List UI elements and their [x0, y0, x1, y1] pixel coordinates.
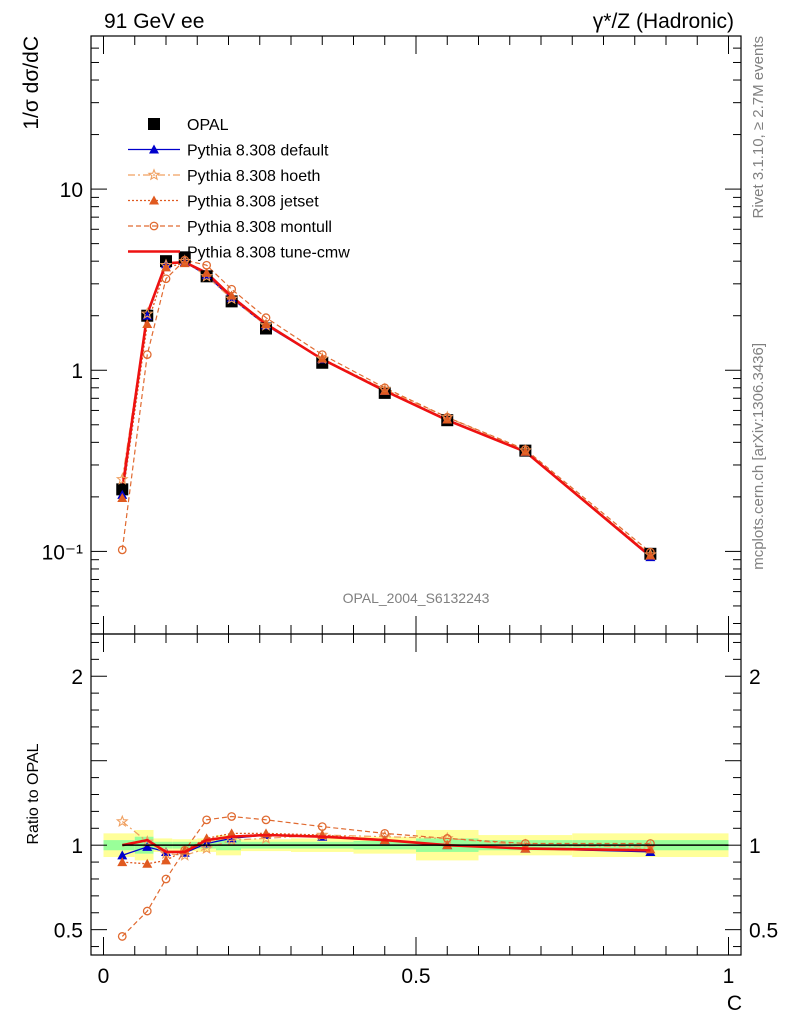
- legend-label-default: Pythia 8.308 default: [187, 143, 329, 160]
- ratio-band-stat: [103, 840, 135, 851]
- x-tick-label: 0: [98, 965, 110, 988]
- ratio-point-default: [117, 850, 128, 860]
- ratio-point-jetset: [142, 858, 153, 868]
- main-y-tick-label: 10⁻¹: [42, 541, 83, 564]
- legend-entry-default: Pythia 8.308 default: [128, 143, 329, 160]
- legend-marker-jetset: [149, 195, 159, 205]
- ratio-y-tick-label-left: 0.5: [54, 920, 83, 943]
- ratio-y-tick-label-left: 1: [71, 835, 83, 858]
- ratio-point-montull: [442, 834, 452, 843]
- main-point-jetset: [161, 262, 171, 272]
- main-point-montull: [380, 383, 390, 393]
- legend: OPAL Pythia 8.308 default Pythia 8.308 hoe…: [128, 117, 350, 262]
- main-point-jetset: [520, 446, 531, 456]
- ratio-series-line-montull: [121, 815, 651, 937]
- ratio-panel-content: [115, 812, 729, 941]
- legend-entry-data: OPAL: [148, 117, 229, 134]
- legend-entry-montull: Pythia 8.308 montull: [128, 219, 332, 236]
- ratio-point-montull: [520, 839, 530, 848]
- legend-entry-tune_cmw: Pythia 8.308 tune-cmw: [128, 245, 350, 262]
- main-series-line-jetset: [121, 262, 651, 556]
- ratio-point-montull: [142, 906, 152, 916]
- main-panel-content: [115, 251, 657, 562]
- legend-entry-jetset: Pythia 8.308 jetset: [128, 194, 319, 211]
- ratio-point-montull: [317, 822, 327, 831]
- main-point-montull: [227, 284, 237, 294]
- main-point-jetset: [442, 414, 453, 424]
- ratio-point-montull: [380, 828, 390, 838]
- main-point-montull: [161, 274, 171, 284]
- main-series-line-tune_cmw: [121, 260, 652, 558]
- main-point-jetset: [117, 493, 128, 503]
- ratio-point-jetset: [226, 828, 237, 838]
- main-series-line-hoeth: [121, 260, 651, 556]
- main-point-jetset: [201, 267, 212, 277]
- header-right: γ*/Z (Hadronic): [593, 10, 734, 33]
- ratio-point-hoeth: [200, 841, 213, 855]
- main-point-jetset: [261, 319, 271, 329]
- main-y-tick-label: 10: [60, 179, 83, 202]
- main-point-hoeth: [115, 472, 129, 485]
- main-point-montull: [261, 313, 271, 323]
- legend-marker-default: [149, 144, 159, 154]
- main-point-montull: [520, 445, 530, 454]
- ratio-point-montull: [117, 932, 127, 941]
- main-point-montull: [202, 260, 212, 270]
- main-point-data: [116, 483, 129, 496]
- ratio-panel-frame: [90, 633, 742, 956]
- ratio-point-jetset: [161, 855, 171, 865]
- main-point-montull: [117, 545, 127, 555]
- legend-label-jetset: Pythia 8.308 jetset: [187, 194, 319, 211]
- main-series-line-montull: [121, 259, 651, 553]
- ratio-point-montull: [645, 839, 655, 848]
- header-left: 91 GeV ee: [104, 10, 204, 33]
- main-point-jetset: [226, 290, 237, 300]
- main-point-montull: [180, 255, 190, 265]
- legend-marker-data: [148, 118, 160, 130]
- rivet-version-label: Rivet 3.1.10, ≥ 2.7M events: [750, 36, 767, 219]
- main-y-axis-label: 1/σ dσ/dC: [20, 36, 43, 130]
- main-point-montull: [142, 350, 152, 360]
- ratio-point-montull: [227, 812, 237, 821]
- main-point-montull: [645, 547, 655, 557]
- main-point-jetset: [142, 319, 153, 329]
- analysis-id-label: OPAL_2004_S6132243: [343, 590, 490, 606]
- x-tick-label: 0.5: [401, 965, 430, 988]
- axes: 10 1 10⁻¹ 2 2 1 1 0.5 0.5 0 0.5 1: [42, 35, 778, 988]
- ratio-y-tick-label-right: 1: [749, 835, 761, 858]
- main-point-montull: [317, 350, 327, 360]
- main-y-tick-label: 1: [71, 360, 83, 383]
- legend-marker-hoeth: [147, 168, 161, 181]
- legend-label-montull: Pythia 8.308 montull: [187, 219, 332, 236]
- ratio-point-montull: [161, 874, 171, 884]
- legend-label-data: OPAL: [187, 117, 229, 134]
- main-point-hoeth: [225, 291, 239, 305]
- ratio-point-montull: [261, 815, 271, 825]
- ratio-y-tick-label-right: 0.5: [749, 920, 778, 943]
- legend-label-hoeth: Pythia 8.308 hoeth: [187, 168, 320, 185]
- x-tick-label: 1: [723, 965, 735, 988]
- main-point-jetset: [645, 550, 656, 560]
- mcplots-label: mcplots.cern.ch [arXiv:1306.3436]: [750, 343, 767, 570]
- ratio-point-montull: [202, 815, 212, 825]
- legend-marker-montull: [149, 221, 159, 231]
- main-series-line-default: [121, 261, 651, 558]
- main-point-jetset: [379, 385, 390, 395]
- ratio-y-axis-label: Ratio to OPAL: [25, 743, 42, 844]
- ratio-y-tick-label-right: 2: [749, 666, 761, 689]
- ratio-point-default: [142, 841, 153, 851]
- legend-label-tune_cmw: Pythia 8.308 tune-cmw: [187, 245, 350, 262]
- legend-entry-hoeth: Pythia 8.308 hoeth: [128, 168, 320, 185]
- ratio-y-tick-label-left: 2: [71, 666, 83, 689]
- ratio-point-jetset: [117, 857, 128, 867]
- ratio-point-hoeth: [115, 814, 129, 828]
- x-axis-label: C: [727, 992, 742, 1015]
- main-point-jetset: [179, 258, 190, 268]
- main-point-montull: [442, 412, 452, 422]
- main-point-hoeth: [140, 306, 154, 320]
